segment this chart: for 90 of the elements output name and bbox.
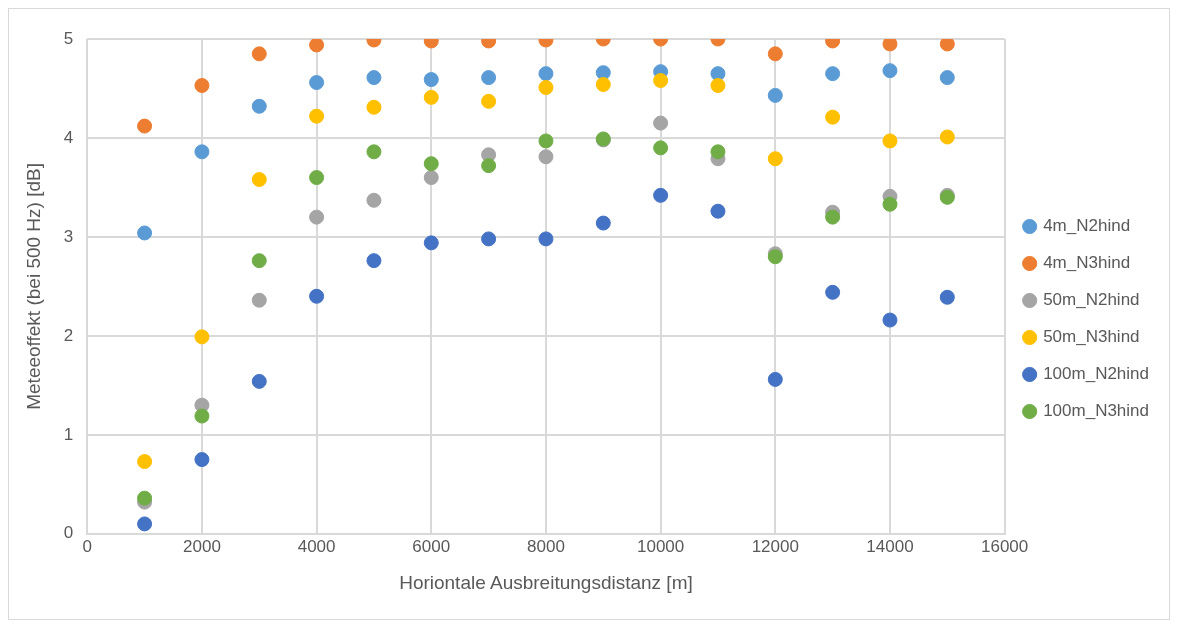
point xyxy=(366,192,382,208)
point xyxy=(882,196,898,212)
point xyxy=(595,215,611,231)
point xyxy=(653,140,669,156)
point xyxy=(825,284,841,300)
point xyxy=(309,209,325,225)
point xyxy=(309,170,325,186)
point xyxy=(481,93,497,109)
x-tick-label: 8000 xyxy=(527,536,565,556)
point xyxy=(251,46,267,62)
x-tick-label: 2000 xyxy=(183,536,221,556)
point xyxy=(767,87,783,103)
point xyxy=(309,75,325,91)
point xyxy=(882,133,898,149)
x-tick-label: 6000 xyxy=(412,536,451,556)
point xyxy=(710,78,726,94)
point xyxy=(538,133,554,149)
point xyxy=(882,39,898,52)
point xyxy=(481,158,497,174)
point xyxy=(251,253,267,269)
point xyxy=(194,329,210,345)
point xyxy=(825,209,841,225)
point xyxy=(251,98,267,114)
point xyxy=(939,289,955,305)
point xyxy=(939,70,955,86)
point xyxy=(939,39,955,52)
legend-label: 100m_N2hind xyxy=(1043,364,1150,384)
y-tick-label: 3 xyxy=(63,226,74,246)
point xyxy=(309,288,325,304)
point xyxy=(309,108,325,124)
point xyxy=(767,151,783,167)
point xyxy=(767,46,783,62)
point xyxy=(423,89,439,105)
x-tick-label: 12000 xyxy=(751,536,799,556)
point xyxy=(595,77,611,93)
point xyxy=(710,144,726,160)
point xyxy=(767,371,783,387)
point xyxy=(653,115,669,131)
point xyxy=(653,73,669,89)
point xyxy=(309,39,325,53)
x-tick-label: 10000 xyxy=(636,536,685,556)
x-tick-label: 0 xyxy=(82,536,92,556)
point xyxy=(538,149,554,165)
point xyxy=(423,170,439,186)
point xyxy=(481,231,497,247)
legend-label: 50m_N2hind xyxy=(1043,290,1140,310)
point xyxy=(825,66,841,82)
point xyxy=(366,99,382,115)
point xyxy=(882,63,898,79)
point xyxy=(538,231,554,247)
point xyxy=(194,144,210,160)
x-tick-label: 16000 xyxy=(981,536,1029,556)
legend-label: 50m_N3hind xyxy=(1043,327,1140,347)
point xyxy=(251,292,267,308)
point xyxy=(825,109,841,125)
point xyxy=(137,225,153,241)
point xyxy=(423,235,439,251)
x-tick-label: 14000 xyxy=(866,536,914,556)
y-tick-label: 5 xyxy=(63,28,74,48)
point xyxy=(194,452,210,468)
legend-label: 4m_N2hind xyxy=(1043,216,1131,236)
y-tick-label: 1 xyxy=(63,424,74,444)
point xyxy=(366,70,382,86)
y-tick-label: 4 xyxy=(63,127,74,147)
point xyxy=(137,516,153,532)
point xyxy=(366,253,382,269)
point xyxy=(137,118,153,134)
point xyxy=(423,156,439,172)
point xyxy=(137,490,153,506)
point xyxy=(882,312,898,328)
point xyxy=(251,172,267,188)
x-axis-title: Horiontale Ausbreitungsdistanz [m] xyxy=(399,571,693,593)
point xyxy=(423,72,439,88)
point xyxy=(538,66,554,82)
point xyxy=(194,78,210,94)
point xyxy=(481,70,497,86)
point xyxy=(366,144,382,160)
x-tick-label: 4000 xyxy=(297,536,336,556)
point xyxy=(251,373,267,389)
point xyxy=(653,187,669,203)
point xyxy=(939,129,955,145)
legend-label: 4m_N3hind xyxy=(1043,253,1131,273)
point xyxy=(194,408,210,424)
point xyxy=(710,203,726,219)
point xyxy=(137,454,153,470)
legend-label: 100m_N3hind xyxy=(1043,401,1150,421)
y-tick-label: 2 xyxy=(63,325,74,345)
point xyxy=(538,79,554,95)
y-axis-title: Meteeoffekt (bei 500 Hz) [dB] xyxy=(22,163,44,410)
y-tick-label: 0 xyxy=(63,523,74,543)
